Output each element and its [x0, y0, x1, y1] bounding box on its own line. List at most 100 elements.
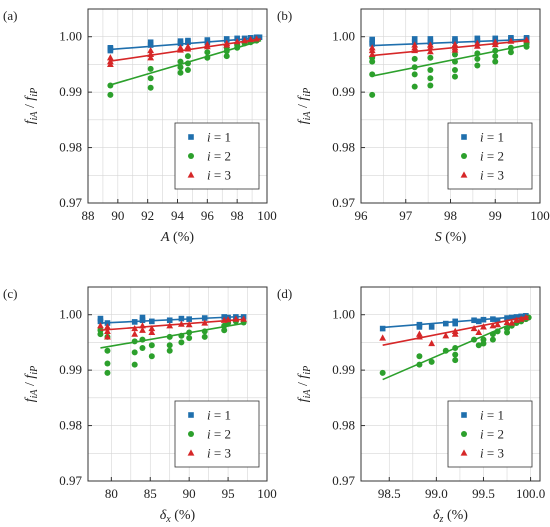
data-point: [201, 333, 208, 340]
panel-label: (b): [277, 8, 292, 23]
legend-marker: [460, 171, 468, 178]
data-point: [471, 336, 478, 343]
y-axis-label: fiA / fiP: [296, 88, 313, 124]
data-point: [97, 331, 104, 338]
data-point: [492, 58, 499, 65]
data-point: [241, 36, 249, 44]
data-point: [427, 75, 434, 82]
data-point: [489, 336, 496, 343]
data-point: [427, 82, 434, 89]
y-tick-label: 0.99: [59, 84, 82, 99]
data-point: [147, 42, 154, 48]
panel-label: (a): [3, 8, 17, 23]
panel-label: (c): [3, 286, 17, 301]
data-point: [104, 323, 111, 330]
data-point: [428, 339, 436, 347]
data-point: [106, 54, 114, 61]
data-point: [186, 316, 192, 322]
data-point: [368, 50, 376, 58]
data-point: [428, 358, 435, 365]
data-point: [494, 328, 501, 335]
legend-marker: [461, 431, 467, 437]
data-point: [442, 347, 449, 354]
legend: i = 1 i = 2 i = 3: [174, 400, 260, 468]
data-point: [480, 323, 487, 330]
x-tick-label: 99.5: [472, 486, 495, 501]
data-point: [411, 83, 418, 90]
data-point: [148, 342, 155, 349]
data-point: [223, 41, 231, 48]
data-point: [427, 54, 434, 61]
data-point: [474, 55, 481, 62]
data-point: [232, 315, 240, 322]
fit-line: [372, 39, 527, 57]
data-point: [234, 44, 241, 51]
data-point: [166, 317, 173, 324]
y-tick-label: 0.98: [59, 418, 82, 433]
data-point: [185, 39, 191, 46]
legend-label: i = 1: [207, 130, 231, 145]
x-tick-label: 98.5: [378, 486, 401, 501]
y-axis-label: fiA / fiP: [296, 366, 313, 402]
data-point: [223, 53, 230, 60]
data-point: [474, 62, 481, 69]
y-tick-label: 0.97: [332, 195, 355, 210]
data-point: [177, 46, 184, 53]
fit-line: [100, 318, 246, 332]
data-point: [411, 64, 418, 71]
data-point: [492, 53, 499, 60]
data-point: [494, 321, 502, 328]
data-point: [139, 344, 146, 351]
x-tick-label: 99.0: [425, 486, 448, 501]
x-tick-label: 100.0: [516, 486, 545, 501]
fit-line: [372, 44, 527, 77]
data-point: [492, 47, 499, 54]
data-point: [522, 313, 530, 321]
data-point: [147, 65, 154, 72]
data-point: [256, 34, 263, 41]
data-point: [480, 340, 487, 347]
data-point: [139, 322, 146, 329]
data-point: [416, 324, 423, 330]
data-point: [411, 71, 418, 78]
data-point: [184, 66, 191, 73]
y-tick-label: 0.97: [59, 473, 82, 488]
data-point: [247, 35, 254, 43]
legend-label: i = 2: [480, 149, 504, 164]
legend: i = 1 i = 2 i = 3: [447, 122, 533, 190]
data-point: [104, 327, 111, 334]
data-point: [379, 369, 386, 376]
data-point: [442, 320, 449, 327]
x-tick-label: 80: [105, 486, 118, 501]
y-tick-label: 0.97: [59, 195, 82, 210]
data-point: [104, 333, 111, 340]
legend-label: i = 1: [207, 408, 231, 423]
plot-frame: [87, 286, 268, 482]
data-point: [426, 44, 434, 51]
data-point: [177, 69, 184, 76]
chart-panel: 88 90 92 94 96 98 100 0.97 0.98 0.99 1.00 (a) fiA / …: [3, 8, 277, 245]
data-point: [369, 91, 376, 98]
data-point: [451, 73, 458, 80]
plot-frame: [360, 286, 541, 482]
legend-marker: [188, 153, 194, 159]
y-tick-label: 0.98: [332, 418, 355, 433]
data-point: [451, 51, 458, 58]
data-point: [139, 317, 146, 324]
data-point: [186, 329, 193, 336]
x-axis-label: S (%): [435, 230, 467, 245]
data-point: [451, 40, 459, 48]
data-point: [452, 357, 459, 364]
x-axis-label: δz (%): [433, 508, 468, 525]
data-point: [148, 328, 156, 336]
y-tick-label: 1.00: [332, 307, 355, 322]
data-point: [416, 361, 423, 368]
legend-marker: [188, 134, 194, 140]
data-point: [177, 40, 184, 47]
data-point: [490, 316, 496, 322]
data-point: [178, 315, 185, 322]
legend-label: i = 1: [480, 130, 504, 145]
chart-panel: 96 97 98 99 100 0.97 0.98 0.99 1.00 (b) fiA / fiP S…: [277, 8, 550, 245]
chart-panel: 98.5 99.0 99.5 100.0 0.97 0.98 0.99 1.00 (d) fiA …: [277, 286, 545, 525]
